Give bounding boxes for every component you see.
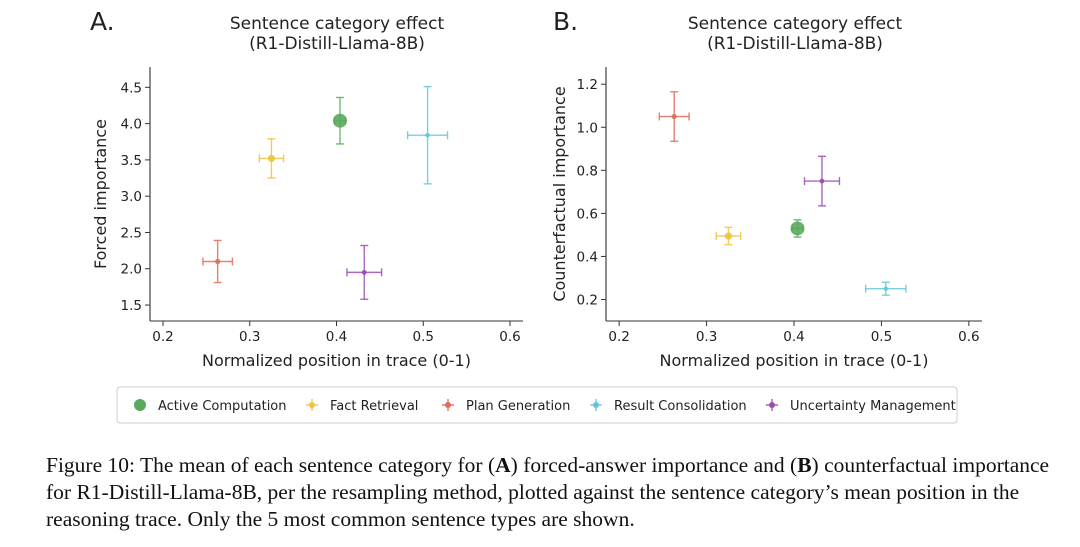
legend-label: Result Consolidation (614, 399, 747, 414)
marker (819, 178, 825, 184)
legend-marker (769, 402, 775, 408)
marker (671, 113, 677, 120)
x-axis-label: Normalized position in trace (0-1) (202, 351, 471, 370)
legend-entry: Result Consolidation (590, 399, 747, 414)
x-tick-label: 0.6 (958, 329, 979, 345)
legend-entry: Fact Retrieval (306, 399, 418, 414)
x-axis-label: Normalized position in trace (0-1) (660, 351, 929, 370)
data-point-result-consolidation (406, 85, 449, 185)
data-point-uncertainty-management (803, 155, 841, 207)
y-tick-label: 3.0 (121, 189, 142, 205)
data-point-fact-retrieval (715, 226, 742, 246)
legend-label: Plan Generation (466, 399, 570, 414)
data-point-active-computation (332, 96, 347, 145)
legend-label: Fact Retrieval (330, 399, 418, 414)
marker (361, 269, 367, 275)
caption-prefix: Figure 10: The mean of each sentence cat… (46, 453, 496, 477)
marker (790, 221, 805, 236)
data-point-fact-retrieval (258, 138, 285, 179)
marker (215, 258, 221, 265)
legend-marker (593, 402, 599, 408)
data-point-result-consolidation (865, 281, 907, 296)
chart-subtitle: (R1-Distill-Llama-8B) (707, 34, 883, 54)
x-tick-label: 0.2 (608, 329, 629, 345)
marker (883, 286, 889, 291)
x-tick-label: 0.5 (871, 329, 892, 345)
x-tick-label: 0.6 (499, 329, 520, 345)
panel-label: B. (553, 7, 578, 36)
chart-title: Sentence category effect (688, 14, 903, 34)
x-tick-label: 0.3 (239, 329, 260, 345)
caption-mid: ) forced-answer importance and ( (510, 453, 798, 477)
y-tick-label: 1.5 (121, 298, 142, 314)
x-tick-label: 0.2 (152, 329, 173, 345)
y-tick-label: 0.6 (577, 206, 598, 222)
y-tick-label: 2.5 (121, 225, 142, 241)
data-point-plan-generation (202, 239, 234, 284)
legend-frame (116, 386, 958, 424)
legend-entry: Plan Generation (442, 399, 570, 414)
legend-label: Active Computation (158, 399, 287, 414)
legend-entry: Uncertainty Management (766, 399, 956, 414)
legend-label: Uncertainty Management (790, 399, 956, 414)
x-tick-label: 0.3 (696, 329, 717, 345)
figure-caption: Figure 10: The mean of each sentence cat… (46, 452, 1056, 533)
chart-panel-a: A. Sentence category effect(R1-Distill-Ll… (90, 7, 523, 370)
chart-subtitle: (R1-Distill-Llama-8B) (249, 34, 425, 54)
chart-title: Sentence category effect (230, 14, 445, 34)
legend: Active Computation Fact Retrieval Plan Gen… (116, 386, 958, 424)
panel-label: A. (90, 7, 115, 36)
y-axis-label: Forced importance (91, 119, 110, 269)
marker (267, 154, 276, 163)
chart-panel-b: B. Sentence category effect(R1-Distill-Ll… (550, 7, 982, 370)
y-tick-label: 4.0 (121, 117, 142, 133)
caption-rest: ) counterfactual importance for R1-Disti… (46, 453, 1050, 531)
marker (425, 133, 430, 138)
legend-entry: Active Computation (134, 399, 287, 414)
y-tick-label: 1.0 (577, 120, 598, 136)
x-tick-label: 0.4 (326, 329, 347, 345)
y-tick-label: 0.8 (577, 163, 598, 179)
legend-marker (445, 402, 451, 408)
data-point-uncertainty-management (346, 244, 383, 300)
data-point-plan-generation (658, 91, 690, 142)
figure: A. Sentence category effect(R1-Distill-Ll… (90, 7, 982, 424)
y-tick-label: 1.2 (577, 77, 598, 93)
y-axis-label: Counterfactual importance (550, 86, 569, 301)
y-tick-label: 3.5 (121, 153, 142, 169)
legend-marker (134, 399, 146, 411)
y-tick-label: 2.0 (121, 262, 142, 278)
data-point-active-computation (790, 219, 805, 238)
y-tick-label: 4.5 (121, 80, 142, 96)
legend-marker (309, 402, 315, 408)
x-tick-label: 0.5 (413, 329, 434, 345)
y-tick-label: 0.4 (577, 249, 598, 265)
caption-b: B (797, 453, 812, 477)
caption-a: A (495, 453, 511, 477)
marker (724, 232, 733, 240)
x-tick-label: 0.4 (783, 329, 804, 345)
y-tick-label: 0.2 (577, 292, 598, 308)
marker (332, 113, 347, 128)
